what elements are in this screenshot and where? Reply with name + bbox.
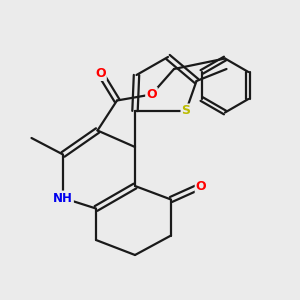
Text: NH: NH	[53, 191, 73, 205]
Text: S: S	[182, 104, 190, 118]
Text: O: O	[196, 179, 206, 193]
Text: O: O	[95, 67, 106, 80]
Text: O: O	[146, 88, 157, 101]
